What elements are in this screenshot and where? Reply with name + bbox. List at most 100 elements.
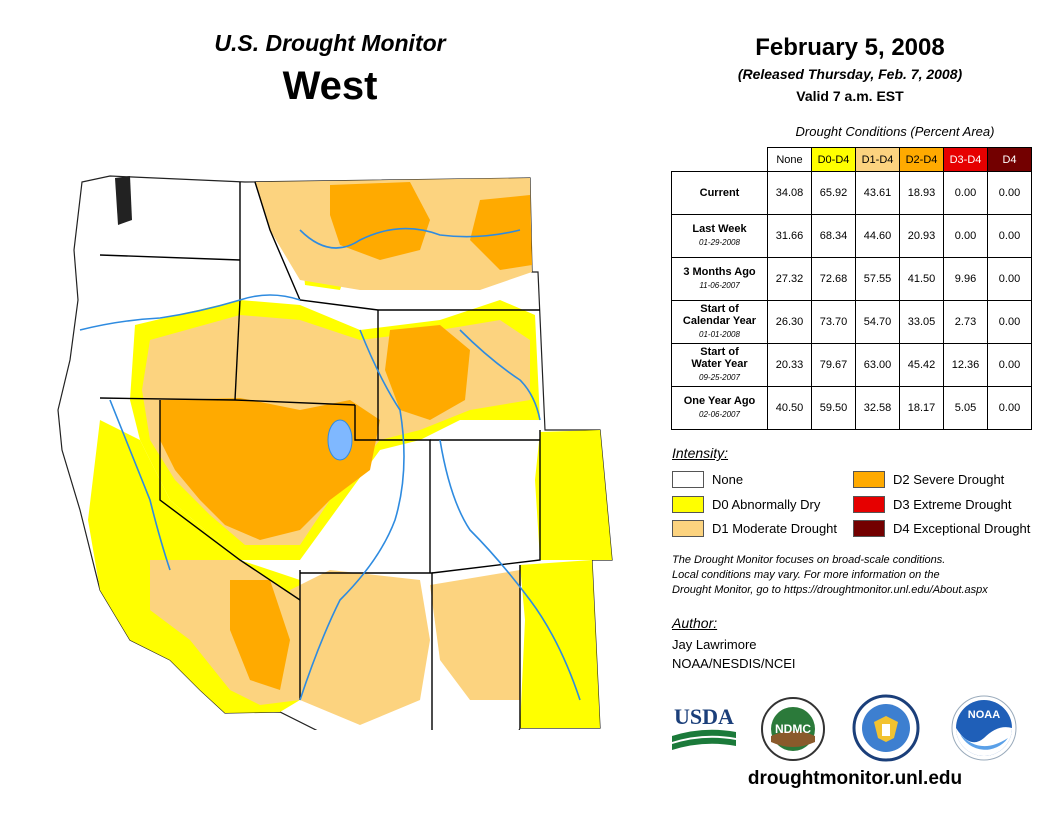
legend-label: None — [712, 472, 744, 487]
puget-sound — [115, 176, 132, 225]
table-cell: 72.68 — [811, 257, 856, 301]
author-org: NOAA/NESDIS/NCEI — [672, 656, 796, 671]
legend-title: Intensity: — [672, 445, 729, 461]
row-label-line: Start of — [700, 346, 739, 358]
row-label: Start of Water Year 09-25-2007 — [671, 343, 768, 387]
row-label: Start of Calendar Year 01-01-2008 — [671, 300, 768, 344]
table-cell: 18.17 — [899, 386, 944, 430]
table-cell: 18.93 — [899, 171, 944, 215]
legend-swatch — [853, 496, 885, 513]
table-cell: 63.00 — [855, 343, 900, 387]
row-label-line: Last Week — [692, 223, 747, 235]
valid-time: Valid 7 a.m. EST — [796, 88, 904, 104]
table-cell: 0.00 — [987, 171, 1032, 215]
row-date: 11-06-2007 — [699, 281, 740, 290]
legend-swatch — [672, 471, 704, 488]
legend-swatch — [853, 471, 885, 488]
legend-label: D0 Abnormally Dry — [712, 497, 821, 512]
map-title: U.S. Drought Monitor — [214, 30, 446, 56]
table-cell: 32.58 — [855, 386, 900, 430]
great-salt-lake — [327, 419, 353, 461]
table-cell: 27.32 — [767, 257, 812, 301]
row-date: 09-25-2007 — [699, 373, 740, 382]
legend-item-d3: D3 Extreme Drought — [853, 496, 1012, 513]
row-label: Last Week 01-29-2008 — [671, 214, 768, 258]
table-cell: 0.00 — [987, 257, 1032, 301]
row-date: 01-29-2008 — [699, 238, 740, 247]
note-line: The Drought Monitor focuses on broad-sca… — [672, 554, 946, 566]
legend-item-d0: D0 Abnormally Dry — [672, 496, 820, 513]
drought-monitor-note: The Drought Monitor focuses on broad-sca… — [672, 553, 1052, 598]
table-cell: 79.67 — [811, 343, 856, 387]
table-row: Last Week 01-29-2008 31.66 68.34 44.60 20.93 0… — [671, 214, 1032, 258]
table-cell: 26.30 — [767, 300, 812, 344]
d2-areas — [160, 182, 532, 690]
table-cell: 0.00 — [987, 386, 1032, 430]
noaa-logo-text: NOAA — [968, 709, 1000, 721]
table-cell: 44.60 — [855, 214, 900, 258]
table-cell: 0.00 — [943, 171, 988, 215]
row-date: 01-01-2008 — [699, 330, 740, 339]
table-cell: 54.70 — [855, 300, 900, 344]
table-cell: 59.50 — [811, 386, 856, 430]
ndmc-logo-text: NDMC — [775, 722, 811, 736]
release-date: (Released Thursday, Feb. 7, 2008) — [737, 66, 963, 82]
drought-stats-table: None D0-D4 D1-D4 D2-D4 D3-D4 D4 Current 3… — [671, 147, 1032, 430]
author-title: Author: — [672, 615, 718, 631]
drought-map — [57, 175, 613, 730]
legend-swatch — [672, 520, 704, 537]
table-cell: 45.42 — [899, 343, 944, 387]
table-row: One Year Ago 02-06-2007 40.50 59.50 32.58 18.… — [671, 386, 1032, 430]
table-cell: 20.93 — [899, 214, 944, 258]
table-header-row: None D0-D4 D1-D4 D2-D4 D3-D4 D4 — [672, 147, 1032, 172]
row-label-line: Water Year — [691, 358, 748, 370]
row-label-line: 3 Months Ago — [683, 266, 756, 278]
website-link[interactable]: droughtmonitor.unl.edu — [747, 768, 963, 789]
col-header-d2-d4: D2-D4 — [899, 147, 944, 172]
table-cell: 0.00 — [987, 300, 1032, 344]
table-cell: 41.50 — [899, 257, 944, 301]
table-row: Current 34.08 65.92 43.61 18.93 0.00 0.00 — [671, 171, 1032, 215]
row-label-line: Current — [699, 187, 740, 199]
table-cell: 0.00 — [987, 214, 1032, 258]
legend-item-d1: D1 Moderate Drought — [672, 520, 837, 537]
table-cell: 57.55 — [855, 257, 900, 301]
table-row: Start of Calendar Year 01-01-2008 26.30 73.7… — [671, 300, 1032, 344]
row-label: Current — [671, 171, 768, 215]
row-label-line: One Year Ago — [683, 395, 756, 407]
legend-label: D4 Exceptional Drought — [893, 521, 1031, 536]
usda-logo-text: USDA — [674, 704, 734, 729]
table-cell: 0.00 — [943, 214, 988, 258]
col-header-none: None — [767, 147, 812, 172]
legend-swatch — [672, 496, 704, 513]
legend-item-d2: D2 Severe Drought — [853, 471, 1004, 488]
legend-item-none: None — [672, 471, 743, 488]
map-date: February 5, 2008 — [755, 34, 945, 61]
legend-label: D1 Moderate Drought — [712, 521, 838, 536]
row-date: 02-06-2007 — [699, 410, 740, 419]
table-caption: Drought Conditions (Percent Area) — [795, 124, 995, 139]
commerce-seal-logo — [852, 694, 920, 762]
table-cell: 43.61 — [855, 171, 900, 215]
col-header-d4: D4 — [987, 147, 1032, 172]
table-cell: 9.96 — [943, 257, 988, 301]
row-label: 3 Months Ago 11-06-2007 — [671, 257, 768, 301]
table-cell: 31.66 — [767, 214, 812, 258]
author-name: Jay Lawrimore — [672, 637, 757, 652]
legend-swatch — [853, 520, 885, 537]
table-corner — [672, 148, 768, 172]
table-cell: 65.92 — [811, 171, 856, 215]
col-header-d1-d4: D1-D4 — [855, 147, 900, 172]
col-header-d3-d4: D3-D4 — [943, 147, 988, 172]
rivers — [79, 227, 581, 701]
table-cell: 73.70 — [811, 300, 856, 344]
table-row: 3 Months Ago 11-06-2007 27.32 72.68 57.55 41.… — [671, 257, 1032, 301]
legend-label: D2 Severe Drought — [893, 472, 1005, 487]
note-line: Local conditions may vary. For more info… — [672, 569, 940, 581]
row-label-line: Start of — [700, 303, 739, 315]
ndmc-logo: NDMC — [761, 697, 825, 761]
col-header-d0-d4: D0-D4 — [811, 147, 856, 172]
table-cell: 33.05 — [899, 300, 944, 344]
table-cell: 34.08 — [767, 171, 812, 215]
legend-label: D3 Extreme Drought — [893, 497, 1012, 512]
